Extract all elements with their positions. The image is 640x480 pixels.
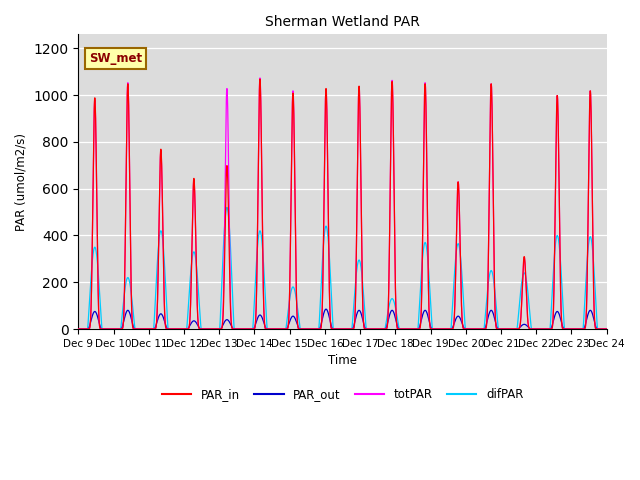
- Legend: PAR_in, PAR_out, totPAR, difPAR: PAR_in, PAR_out, totPAR, difPAR: [157, 383, 528, 406]
- Y-axis label: PAR (umol/m2/s): PAR (umol/m2/s): [15, 132, 28, 231]
- Text: SW_met: SW_met: [89, 52, 142, 65]
- Title: Sherman Wetland PAR: Sherman Wetland PAR: [265, 15, 420, 29]
- X-axis label: Time: Time: [328, 354, 357, 367]
